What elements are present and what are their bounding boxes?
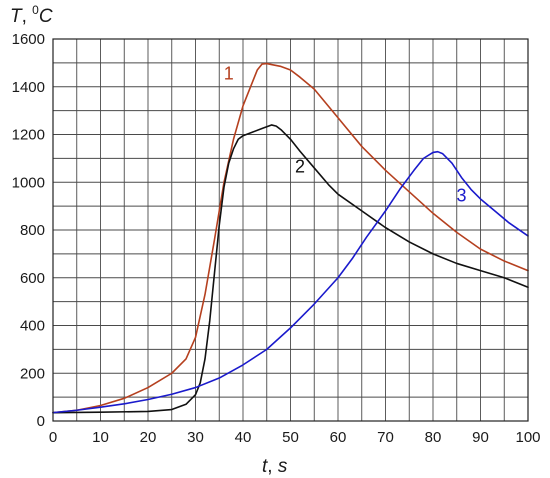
y-axis-unit-sup: 0	[32, 3, 39, 17]
x-tick-label: 40	[235, 429, 252, 446]
series-line-1	[52, 62, 529, 414]
x-axis-sep: ,	[267, 456, 278, 477]
series-labels: 1 2 3	[224, 64, 467, 206]
y-tick-label: 1400	[12, 79, 45, 96]
grid	[52, 38, 529, 422]
y-axis-var: T	[10, 6, 23, 27]
y-tick-label: 0	[37, 413, 45, 430]
y-axis-title: T, 0C	[10, 3, 53, 27]
y-tick-label: 1600	[12, 31, 45, 48]
x-tick-label: 20	[140, 429, 157, 446]
y-tick-label: 200	[20, 365, 45, 382]
y-tick-label: 600	[20, 270, 45, 287]
series-line-2	[52, 124, 529, 414]
x-tick-label: 70	[377, 429, 394, 446]
series-line-3	[52, 150, 529, 414]
y-axis-sep: ,	[22, 6, 33, 27]
y-tick-label: 800	[20, 222, 45, 239]
x-axis-var: t	[262, 456, 268, 477]
y-axis-unit: C	[39, 6, 53, 27]
y-tick-label: 1200	[12, 127, 45, 144]
x-tick-label: 30	[187, 429, 204, 446]
x-tick-label: 10	[92, 429, 109, 446]
series-label-3: 3	[456, 185, 466, 205]
x-tick-label: 80	[425, 429, 442, 446]
series-label-2: 2	[295, 157, 305, 177]
x-axis-unit: s	[278, 456, 288, 477]
x-tick-label: 100	[515, 429, 540, 446]
x-tick-label: 0	[49, 429, 57, 446]
series-label-1: 1	[224, 64, 234, 84]
x-tick-label: 50	[282, 429, 299, 446]
y-tick-label: 1000	[12, 174, 45, 191]
x-axis-title: t, s	[262, 456, 288, 477]
x-tick-label: 90	[472, 429, 489, 446]
series-group	[52, 62, 529, 414]
x-tick-label: 60	[330, 429, 347, 446]
tick-labels: 0 10 20 30 40 50 60 70 80 90 100020040060080010001…	[12, 31, 541, 446]
plot-frame	[52, 38, 529, 422]
y-tick-label: 400	[20, 318, 45, 335]
